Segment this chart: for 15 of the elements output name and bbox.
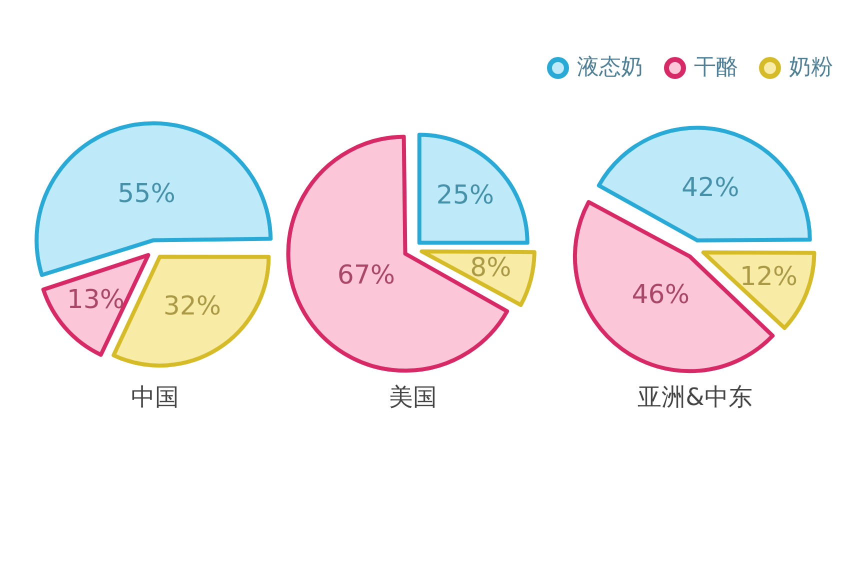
- data-label: 12%: [740, 262, 798, 292]
- text: 亚洲&中东: [638, 382, 752, 411]
- data-label: 8%: [470, 252, 512, 283]
- data-label: 32%: [163, 292, 222, 322]
- text: 中国: [131, 382, 179, 411]
- legend-label: 液态奶: [577, 55, 643, 81]
- data-label: 25%: [436, 180, 494, 211]
- data-label: 42%: [681, 172, 740, 203]
- data-label: 46%: [632, 280, 690, 310]
- text: 美国: [389, 382, 437, 411]
- data-label: 67%: [337, 260, 396, 291]
- data-label: 55%: [118, 179, 176, 210]
- legend-label: 奶粉: [789, 55, 833, 81]
- legend-label: 干酪: [694, 55, 738, 81]
- data-label: 13%: [66, 285, 125, 316]
